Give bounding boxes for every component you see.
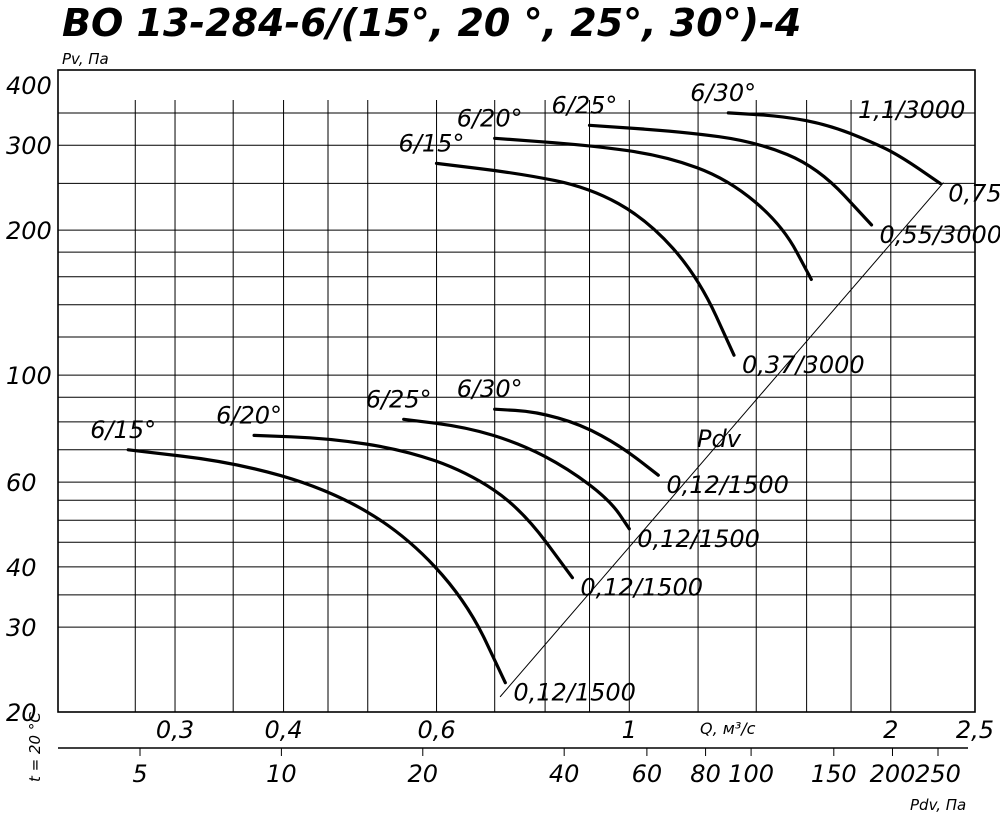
x-tick-label: 2 bbox=[883, 716, 898, 744]
series-end-label: 0,12/1500 bbox=[580, 574, 703, 602]
x-tick-label: 2,5 bbox=[956, 716, 994, 744]
series-end-label: 0,37/3000 bbox=[742, 351, 865, 379]
series-curve bbox=[434, 161, 736, 357]
series-name-label: 6/30° bbox=[690, 79, 756, 107]
series-curve bbox=[402, 417, 631, 531]
pdv-tick-label: 40 bbox=[549, 760, 580, 788]
x-tick-label: 0,6 bbox=[417, 716, 455, 744]
plot-frame bbox=[57, 69, 976, 713]
pdv-tick-label: 100 bbox=[728, 760, 774, 788]
pdv-tick-label: 10 bbox=[266, 760, 297, 788]
series-name-label: 6/25° bbox=[366, 385, 432, 413]
y-axis-label: Pv, Па bbox=[62, 50, 109, 68]
pdv-tick-label: 80 bbox=[690, 760, 721, 788]
series-name-label: 6/20° bbox=[457, 104, 523, 132]
series-curve bbox=[493, 136, 813, 281]
top-curve-label: 1,1/3000 bbox=[858, 96, 965, 124]
series-name-label: 6/15° bbox=[90, 416, 156, 444]
series-end-label: 0,75/3000 bbox=[948, 179, 1000, 207]
pdv-tick-label: 150 bbox=[811, 760, 857, 788]
x-tick-label: 0,4 bbox=[264, 716, 302, 744]
y-tick-label: 200 bbox=[6, 217, 52, 245]
y-tick-label: 30 bbox=[6, 614, 37, 642]
series-name-label: 6/20° bbox=[216, 401, 282, 429]
pdv-tick-label: 60 bbox=[632, 760, 663, 788]
pdv-tick-label: 250 bbox=[915, 760, 961, 788]
temperature-label: t = 20 °C bbox=[26, 712, 44, 782]
pdv-line-label: Pdv bbox=[697, 425, 742, 453]
pdv-tick-label: 20 bbox=[408, 760, 439, 788]
series-end-label: 0,55/3000 bbox=[879, 221, 1000, 249]
series-curve bbox=[726, 111, 942, 185]
series-end-label: 0,12/1500 bbox=[637, 525, 760, 553]
pdv-axis-label: Pdv, Па bbox=[910, 796, 966, 814]
y-tick-label: 300 bbox=[6, 132, 52, 160]
series-curve bbox=[587, 123, 874, 227]
series-curve bbox=[126, 448, 507, 685]
series-name-label: 6/30° bbox=[457, 375, 523, 403]
curve-layer bbox=[126, 111, 942, 685]
pdv-tick-label: 5 bbox=[132, 760, 147, 788]
series-name-label: 6/15° bbox=[399, 129, 465, 157]
series-curve bbox=[493, 407, 660, 477]
y-tick-label: 20 bbox=[6, 699, 37, 727]
series-end-label: 0,12/1500 bbox=[513, 679, 636, 707]
y-tick-label: 100 bbox=[6, 362, 52, 390]
y-tick-label: 60 bbox=[6, 469, 37, 497]
y-tick-label: 400 bbox=[6, 72, 52, 100]
series-name-label: 6/25° bbox=[552, 91, 618, 119]
grid-layer bbox=[57, 69, 976, 756]
series-end-label: 0,12/1500 bbox=[666, 471, 789, 499]
x-axis-label: Q, м³/с bbox=[700, 719, 756, 738]
chart-title: BO 13-284-6/(15°, 20 °, 25°, 30°)-4 bbox=[62, 1, 801, 45]
label-layer: 20 30 40 60 100 200 300 400 0,3 0,4 0,6 1 2 2,5 5 10 20 4… bbox=[6, 72, 1000, 788]
x-tick-label: 1 bbox=[622, 716, 637, 744]
y-tick-label: 40 bbox=[6, 554, 37, 582]
series-curve bbox=[252, 433, 574, 580]
pdv-diagonal-line bbox=[499, 182, 944, 698]
x-tick-label: 0,3 bbox=[156, 716, 194, 744]
pdv-tick-label: 200 bbox=[870, 760, 916, 788]
